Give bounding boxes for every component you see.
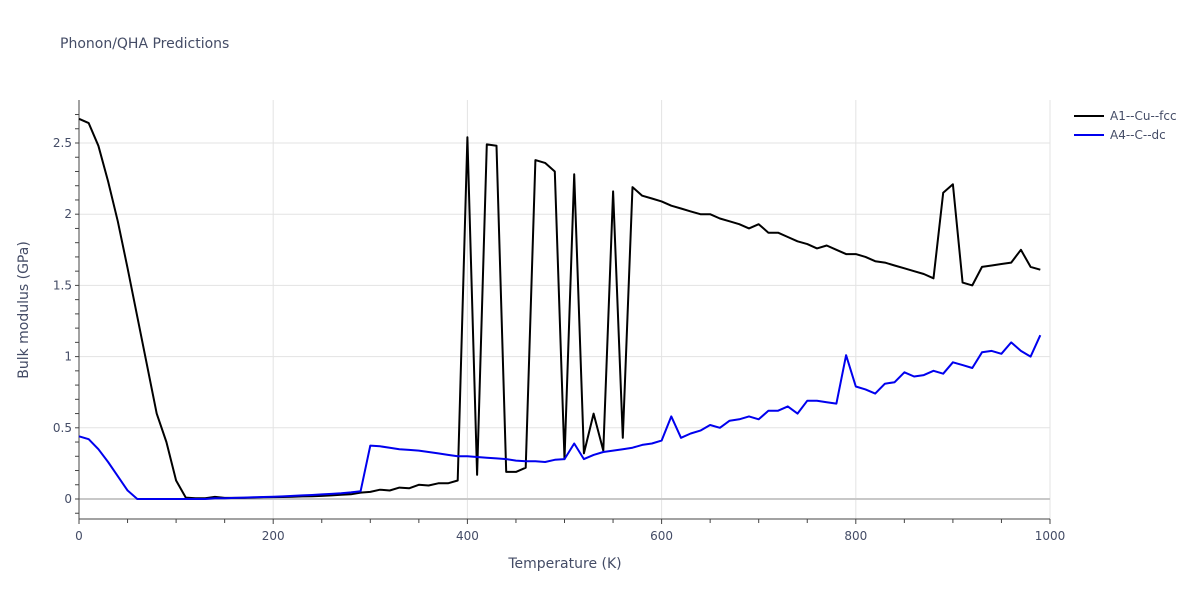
chart-title: Phonon/QHA Predictions <box>60 36 230 52</box>
grid-lines <box>79 100 1051 519</box>
x-tick-label: 0 <box>75 529 83 543</box>
x-axis-label: Temperature (K) <box>507 556 621 572</box>
x-tick-label: 600 <box>650 529 673 543</box>
y-tick-label: 0 <box>64 492 72 506</box>
y-tick-label: 1.5 <box>53 278 72 292</box>
y-tick-label: 1 <box>64 350 72 364</box>
series-line-0[interactable] <box>78 117 1041 500</box>
data-lines <box>78 117 1042 500</box>
legend-swatch-c-dc <box>1074 133 1104 136</box>
x-tick-label: 1000 <box>1035 529 1066 543</box>
x-tick-label: 200 <box>262 529 285 543</box>
y-tick-label: 2.5 <box>53 136 72 150</box>
axes: 0 200 400 600 800 1000 0 0.5 1 1.5 2 2.5 <box>53 100 1065 543</box>
legend-item-cu-fcc[interactable]: A1--Cu--fcc <box>1074 106 1177 125</box>
legend-label: A1--Cu--fcc <box>1110 108 1177 123</box>
legend: A1--Cu--fcc A4--C--dc <box>1074 106 1177 144</box>
y-tick-label: 2 <box>64 207 72 221</box>
legend-label: A4--C--dc <box>1110 127 1166 142</box>
legend-item-c-dc[interactable]: A4--C--dc <box>1074 125 1177 144</box>
legend-swatch-cu-fcc <box>1074 114 1104 117</box>
y-axis-label: Bulk modulus (GPa) <box>16 241 32 379</box>
series-line-1[interactable] <box>78 334 1042 500</box>
x-tick-label: 800 <box>844 529 867 543</box>
x-tick-label: 400 <box>456 529 479 543</box>
y-tick-label: 0.5 <box>53 421 72 435</box>
